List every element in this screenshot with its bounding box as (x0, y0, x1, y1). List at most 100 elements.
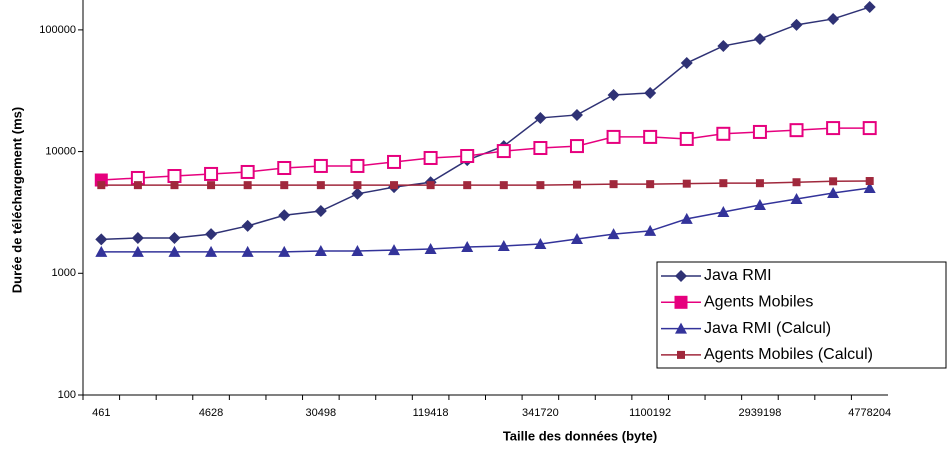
marker (753, 199, 766, 211)
marker (278, 209, 291, 222)
marker (277, 161, 292, 176)
marker (205, 245, 218, 257)
marker (826, 121, 841, 136)
marker (316, 181, 325, 190)
marker (95, 233, 108, 246)
marker (572, 180, 581, 189)
series-line (101, 180, 870, 186)
marker (167, 169, 182, 184)
marker (168, 245, 181, 257)
marker (390, 181, 399, 190)
marker (351, 244, 364, 256)
y-tick-label: 1000 (52, 267, 76, 279)
x-axis-label: Taille des données (byte) (503, 428, 657, 443)
marker (755, 179, 764, 188)
marker (569, 139, 584, 154)
x-tick-label: 30498 (306, 407, 337, 419)
marker (278, 245, 291, 257)
y-tick-label: 100 (58, 389, 76, 401)
marker (863, 1, 876, 14)
marker (95, 245, 108, 257)
marker (644, 86, 657, 99)
x-tick-label: 2939198 (739, 407, 782, 419)
marker (241, 219, 254, 232)
marker (426, 181, 435, 190)
marker (131, 231, 144, 244)
marker (680, 57, 693, 70)
marker (606, 129, 621, 144)
marker (243, 181, 252, 190)
marker (461, 240, 474, 252)
marker (240, 164, 255, 179)
marker (131, 245, 144, 257)
legend-label: Agents Mobiles (704, 294, 813, 311)
legend-label: Java RMI (704, 267, 772, 284)
series-line (101, 187, 870, 253)
y-tick-label: 100000 (39, 24, 76, 36)
series-line (101, 6, 870, 241)
marker (719, 179, 728, 188)
marker (460, 148, 475, 163)
marker (682, 179, 691, 188)
marker (752, 124, 767, 139)
marker (753, 32, 766, 45)
x-tick-label: 461 (92, 407, 110, 419)
marker (204, 166, 219, 181)
marker (863, 182, 876, 194)
marker (609, 180, 618, 189)
marker (423, 150, 438, 165)
x-tick-label: 4778204 (848, 407, 891, 419)
marker (679, 131, 694, 146)
marker (792, 178, 801, 187)
marker (644, 224, 657, 236)
marker (675, 322, 687, 334)
marker (241, 245, 254, 257)
marker (536, 181, 545, 190)
marker (387, 154, 402, 169)
marker (862, 121, 877, 136)
marker (646, 180, 655, 189)
marker (717, 39, 730, 52)
marker (829, 177, 838, 186)
marker (314, 244, 327, 256)
marker (133, 181, 142, 190)
marker (680, 212, 693, 224)
marker (168, 231, 181, 244)
marker (827, 186, 840, 198)
y-tick-label: 10000 (45, 145, 76, 157)
marker (790, 192, 803, 204)
marker (463, 181, 472, 190)
marker (607, 228, 620, 240)
series-line (101, 127, 870, 181)
marker (497, 240, 510, 252)
marker (827, 12, 840, 25)
marker (388, 244, 401, 256)
marker (716, 126, 731, 141)
marker (570, 232, 583, 244)
marker (677, 350, 685, 359)
legend-label: Agents Mobiles (Calcul) (704, 346, 873, 363)
marker (496, 144, 511, 159)
marker (643, 129, 658, 144)
marker (170, 181, 179, 190)
y-axis-label: Durée de téléchargement (ms) (9, 107, 24, 293)
legend: Java RMI Agents Mobiles Java RMI (Calcul) A… (656, 261, 947, 369)
marker (533, 141, 548, 156)
marker (351, 187, 364, 200)
marker (790, 18, 803, 31)
x-tick-label: 4628 (199, 407, 223, 419)
marker (607, 88, 620, 101)
legend-label: Java RMI (Calcul) (704, 320, 831, 337)
marker (314, 204, 327, 217)
marker (865, 177, 874, 186)
x-tick-label: 1100192 (629, 407, 671, 419)
marker (674, 295, 688, 309)
legend-box (656, 261, 947, 369)
marker (313, 158, 328, 173)
marker (353, 181, 362, 190)
marker (717, 205, 730, 217)
marker (424, 242, 437, 254)
marker (207, 181, 216, 190)
marker (499, 181, 508, 190)
